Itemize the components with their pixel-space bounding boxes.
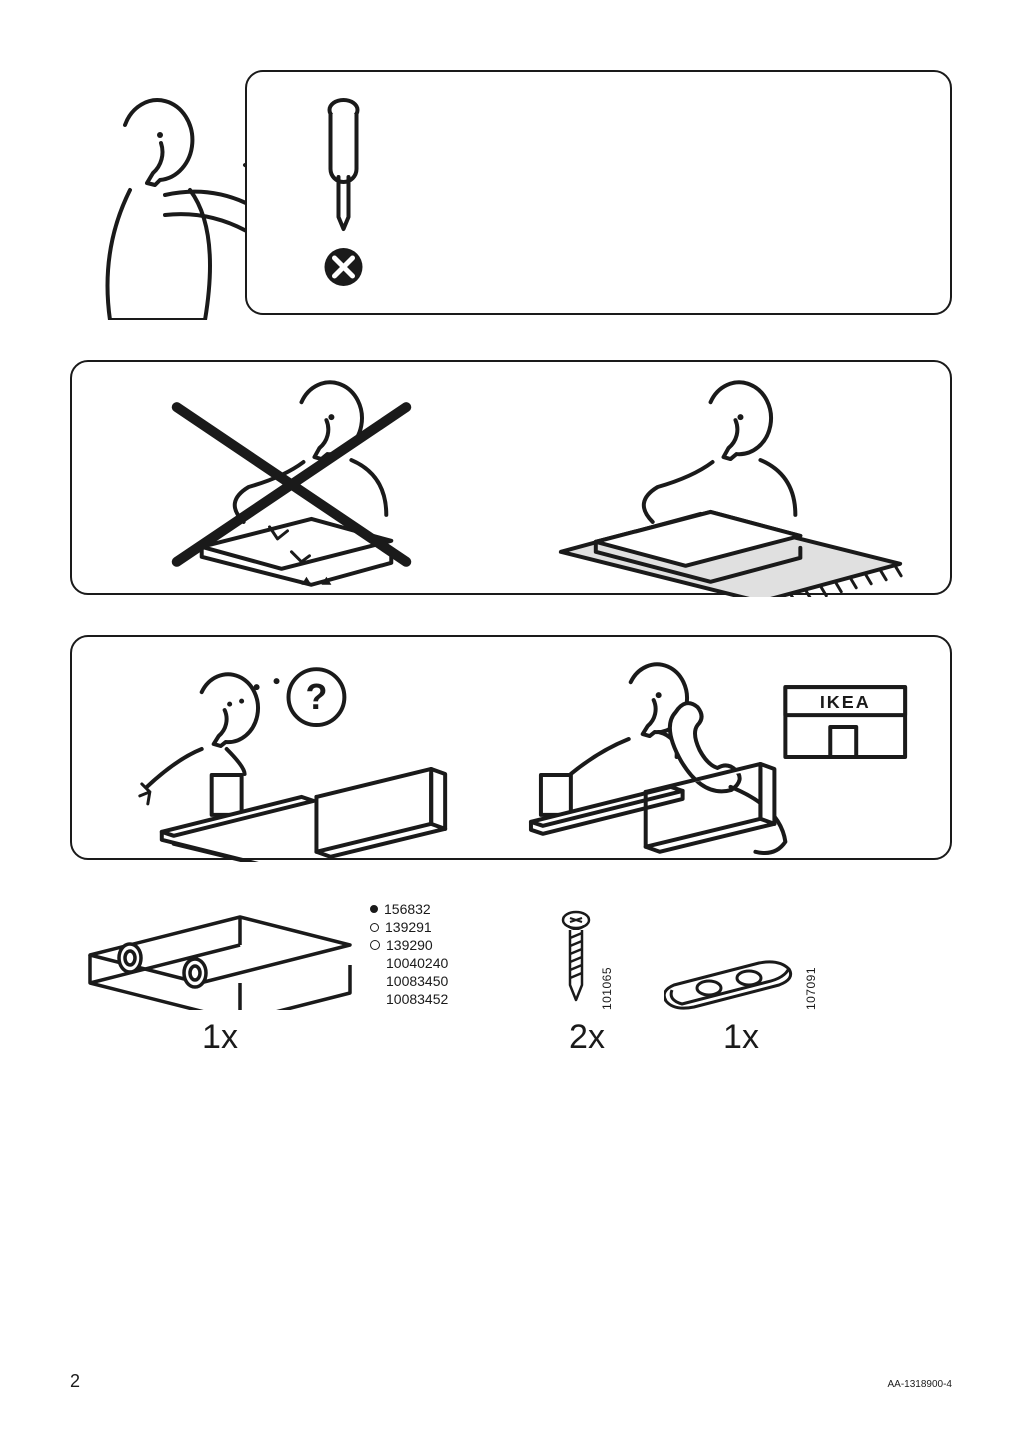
code: 10083452 [386,990,448,1009]
row-tools [70,70,952,320]
parts-row: 156832 139291 139290 10040240 10083450 1… [70,900,952,1057]
tool-bubble [245,70,952,315]
qty-label: 1x [202,1018,238,1057]
bracket-icon [80,900,360,1010]
code: 10083450 [386,972,448,991]
doc-reference: AA-1318900-4 [888,1379,953,1390]
panel-floor [70,360,952,595]
part-plate: 107091 1x [664,950,818,1057]
part-screw: 101065 2x [560,910,614,1057]
svg-text:?: ? [305,676,327,717]
bracket-codes: 156832 139291 139290 10040240 10083450 1… [370,900,448,1008]
figure-pointing [70,70,245,320]
screw-icon [560,910,592,1010]
code: 139290 [386,936,433,955]
plate-code: 107091 [804,967,818,1010]
screw-code: 101065 [600,967,614,1010]
code: 156832 [384,900,431,919]
page: ? [0,0,1012,1432]
code: 139291 [385,918,432,937]
footer: 2 AA-1318900-4 [70,1371,952,1392]
qty-label: 1x [723,1018,759,1057]
code: 10040240 [386,954,448,973]
part-bracket: 156832 139291 139290 10040240 10083450 1… [80,900,360,1057]
panel-help: ? [70,635,952,860]
page-number: 2 [70,1371,80,1392]
plate-icon [664,950,794,1010]
store-label: IKEA [820,692,871,712]
qty-label: 2x [569,1018,605,1057]
